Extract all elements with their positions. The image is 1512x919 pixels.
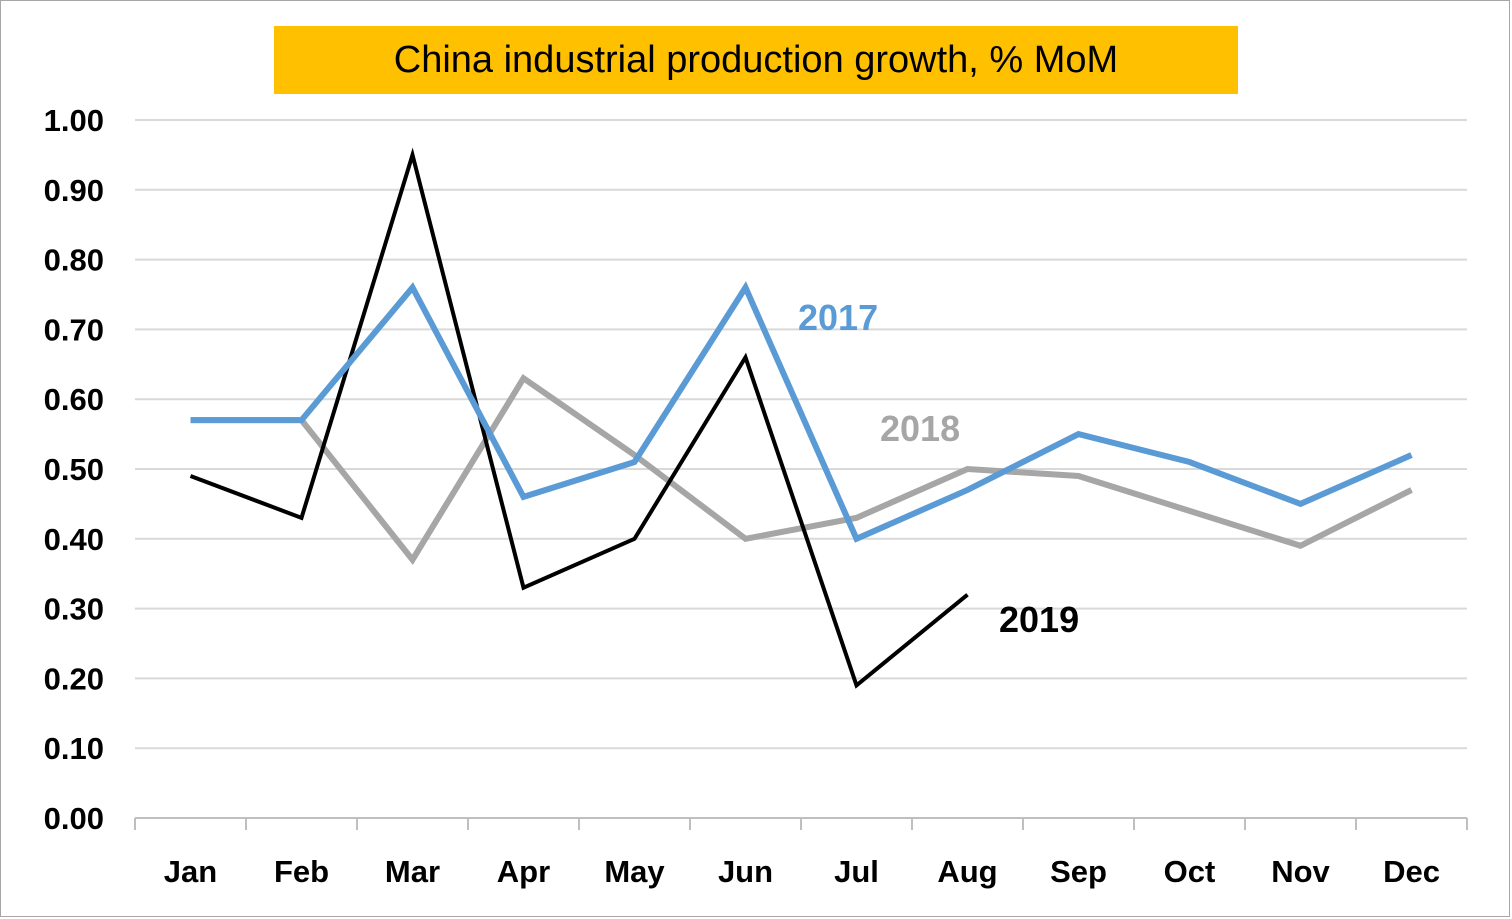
x-tick-label: Mar <box>385 854 440 889</box>
x-tick-label: Nov <box>1271 854 1330 889</box>
series-label-2018: 2018 <box>880 408 960 449</box>
x-tick-label: Feb <box>274 854 329 889</box>
y-tick-label: 1.00 <box>44 103 104 138</box>
series-line-2019 <box>189 147 969 689</box>
series-label-2017: 2017 <box>798 297 878 338</box>
chart-title-box: China industrial production growth, % Mo… <box>274 26 1238 94</box>
y-tick-label: 0.70 <box>44 312 104 347</box>
x-tick-label: Jan <box>164 854 217 889</box>
y-tick-label: 0.00 <box>44 801 104 836</box>
x-axis-tick-labels: Jan Feb Mar Apr May Jun Jul Aug Sep Oct Nov Dec <box>164 854 1440 889</box>
y-tick-label: 0.30 <box>44 592 104 627</box>
gridlines <box>135 119 1467 750</box>
y-tick-label: 0.40 <box>44 522 104 557</box>
y-tick-label: 0.50 <box>44 452 104 487</box>
y-tick-label: 0.10 <box>44 731 104 766</box>
y-axis-tick-labels: 0.00 0.10 0.20 0.30 0.40 0.50 0.60 0.70 0.80 0.90… <box>44 103 104 836</box>
x-tick-label: Jul <box>834 854 879 889</box>
series-line-2017 <box>190 281 1413 543</box>
series-line-2018 <box>190 373 1413 565</box>
x-tick-label: Jun <box>718 854 773 889</box>
x-tick-label: May <box>604 854 665 889</box>
x-tick-label: Aug <box>937 854 997 889</box>
y-tick-label: 0.90 <box>44 173 104 208</box>
x-tick-label: Sep <box>1050 854 1107 889</box>
y-tick-label: 0.80 <box>44 243 104 278</box>
x-tick-label: Oct <box>1164 854 1216 889</box>
chart-title: China industrial production growth, % Mo… <box>393 38 1119 81</box>
y-tick-label: 0.20 <box>44 661 104 696</box>
series-lines <box>189 147 1413 689</box>
series-label-2019: 2019 <box>999 599 1079 640</box>
series-labels: 2018 2019 2017 <box>798 297 1079 640</box>
x-tick-label: Dec <box>1383 854 1440 889</box>
x-axis <box>134 817 1468 830</box>
y-tick-label: 0.60 <box>44 382 104 417</box>
x-tick-label: Apr <box>497 854 550 889</box>
